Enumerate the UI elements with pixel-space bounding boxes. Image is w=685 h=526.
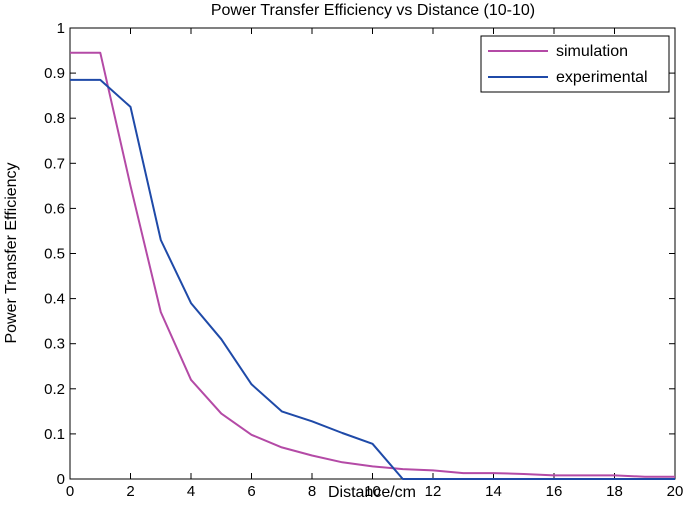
x-tick-label: 16 xyxy=(546,483,563,500)
y-tick-label: 0.9 xyxy=(44,65,65,82)
series-line-simulation xyxy=(70,51,675,478)
y-tick-label: 0.6 xyxy=(44,200,65,217)
chart-title: Power Transfer Efficiency vs Distance (1… xyxy=(211,2,535,19)
x-tick-label: 18 xyxy=(606,483,623,500)
x-tick-label: 14 xyxy=(485,483,502,500)
x-tick-label: 4 xyxy=(187,483,195,500)
x-tick-label: 2 xyxy=(126,483,134,500)
y-tick-label: 1 xyxy=(57,20,65,37)
y-tick-label: 0.5 xyxy=(44,246,65,263)
x-tick-label: 20 xyxy=(667,483,684,500)
legend-box xyxy=(480,35,670,93)
x-tick-label: 12 xyxy=(425,483,442,500)
y-tick-label: 0 xyxy=(57,471,65,488)
series-layer xyxy=(70,51,675,480)
y-axis-title: Power Transfer Efficiency xyxy=(3,162,20,343)
x-axis-title: Distance/cm xyxy=(328,484,416,501)
legend: simulation experimental xyxy=(480,35,670,93)
x-tick-label: 8 xyxy=(308,483,316,500)
x-tick-label: 10 xyxy=(364,483,381,500)
x-tick-label: 6 xyxy=(247,483,255,500)
legend-label-simulation: simulation xyxy=(556,43,628,60)
y-tick-label: 0.4 xyxy=(44,291,65,308)
y-tick-label: 0.8 xyxy=(44,110,65,127)
legend-label-experimental: experimental xyxy=(556,69,648,86)
y-tick-label: 0.7 xyxy=(44,155,65,172)
series-line-experimental xyxy=(70,78,675,480)
y-tick-label: 0.3 xyxy=(44,336,65,353)
x-tick-label: 0 xyxy=(66,483,74,500)
y-tick-label: 0.2 xyxy=(44,381,65,398)
y-tick-label: 0.1 xyxy=(44,426,65,443)
plot-area-frame xyxy=(69,27,676,480)
